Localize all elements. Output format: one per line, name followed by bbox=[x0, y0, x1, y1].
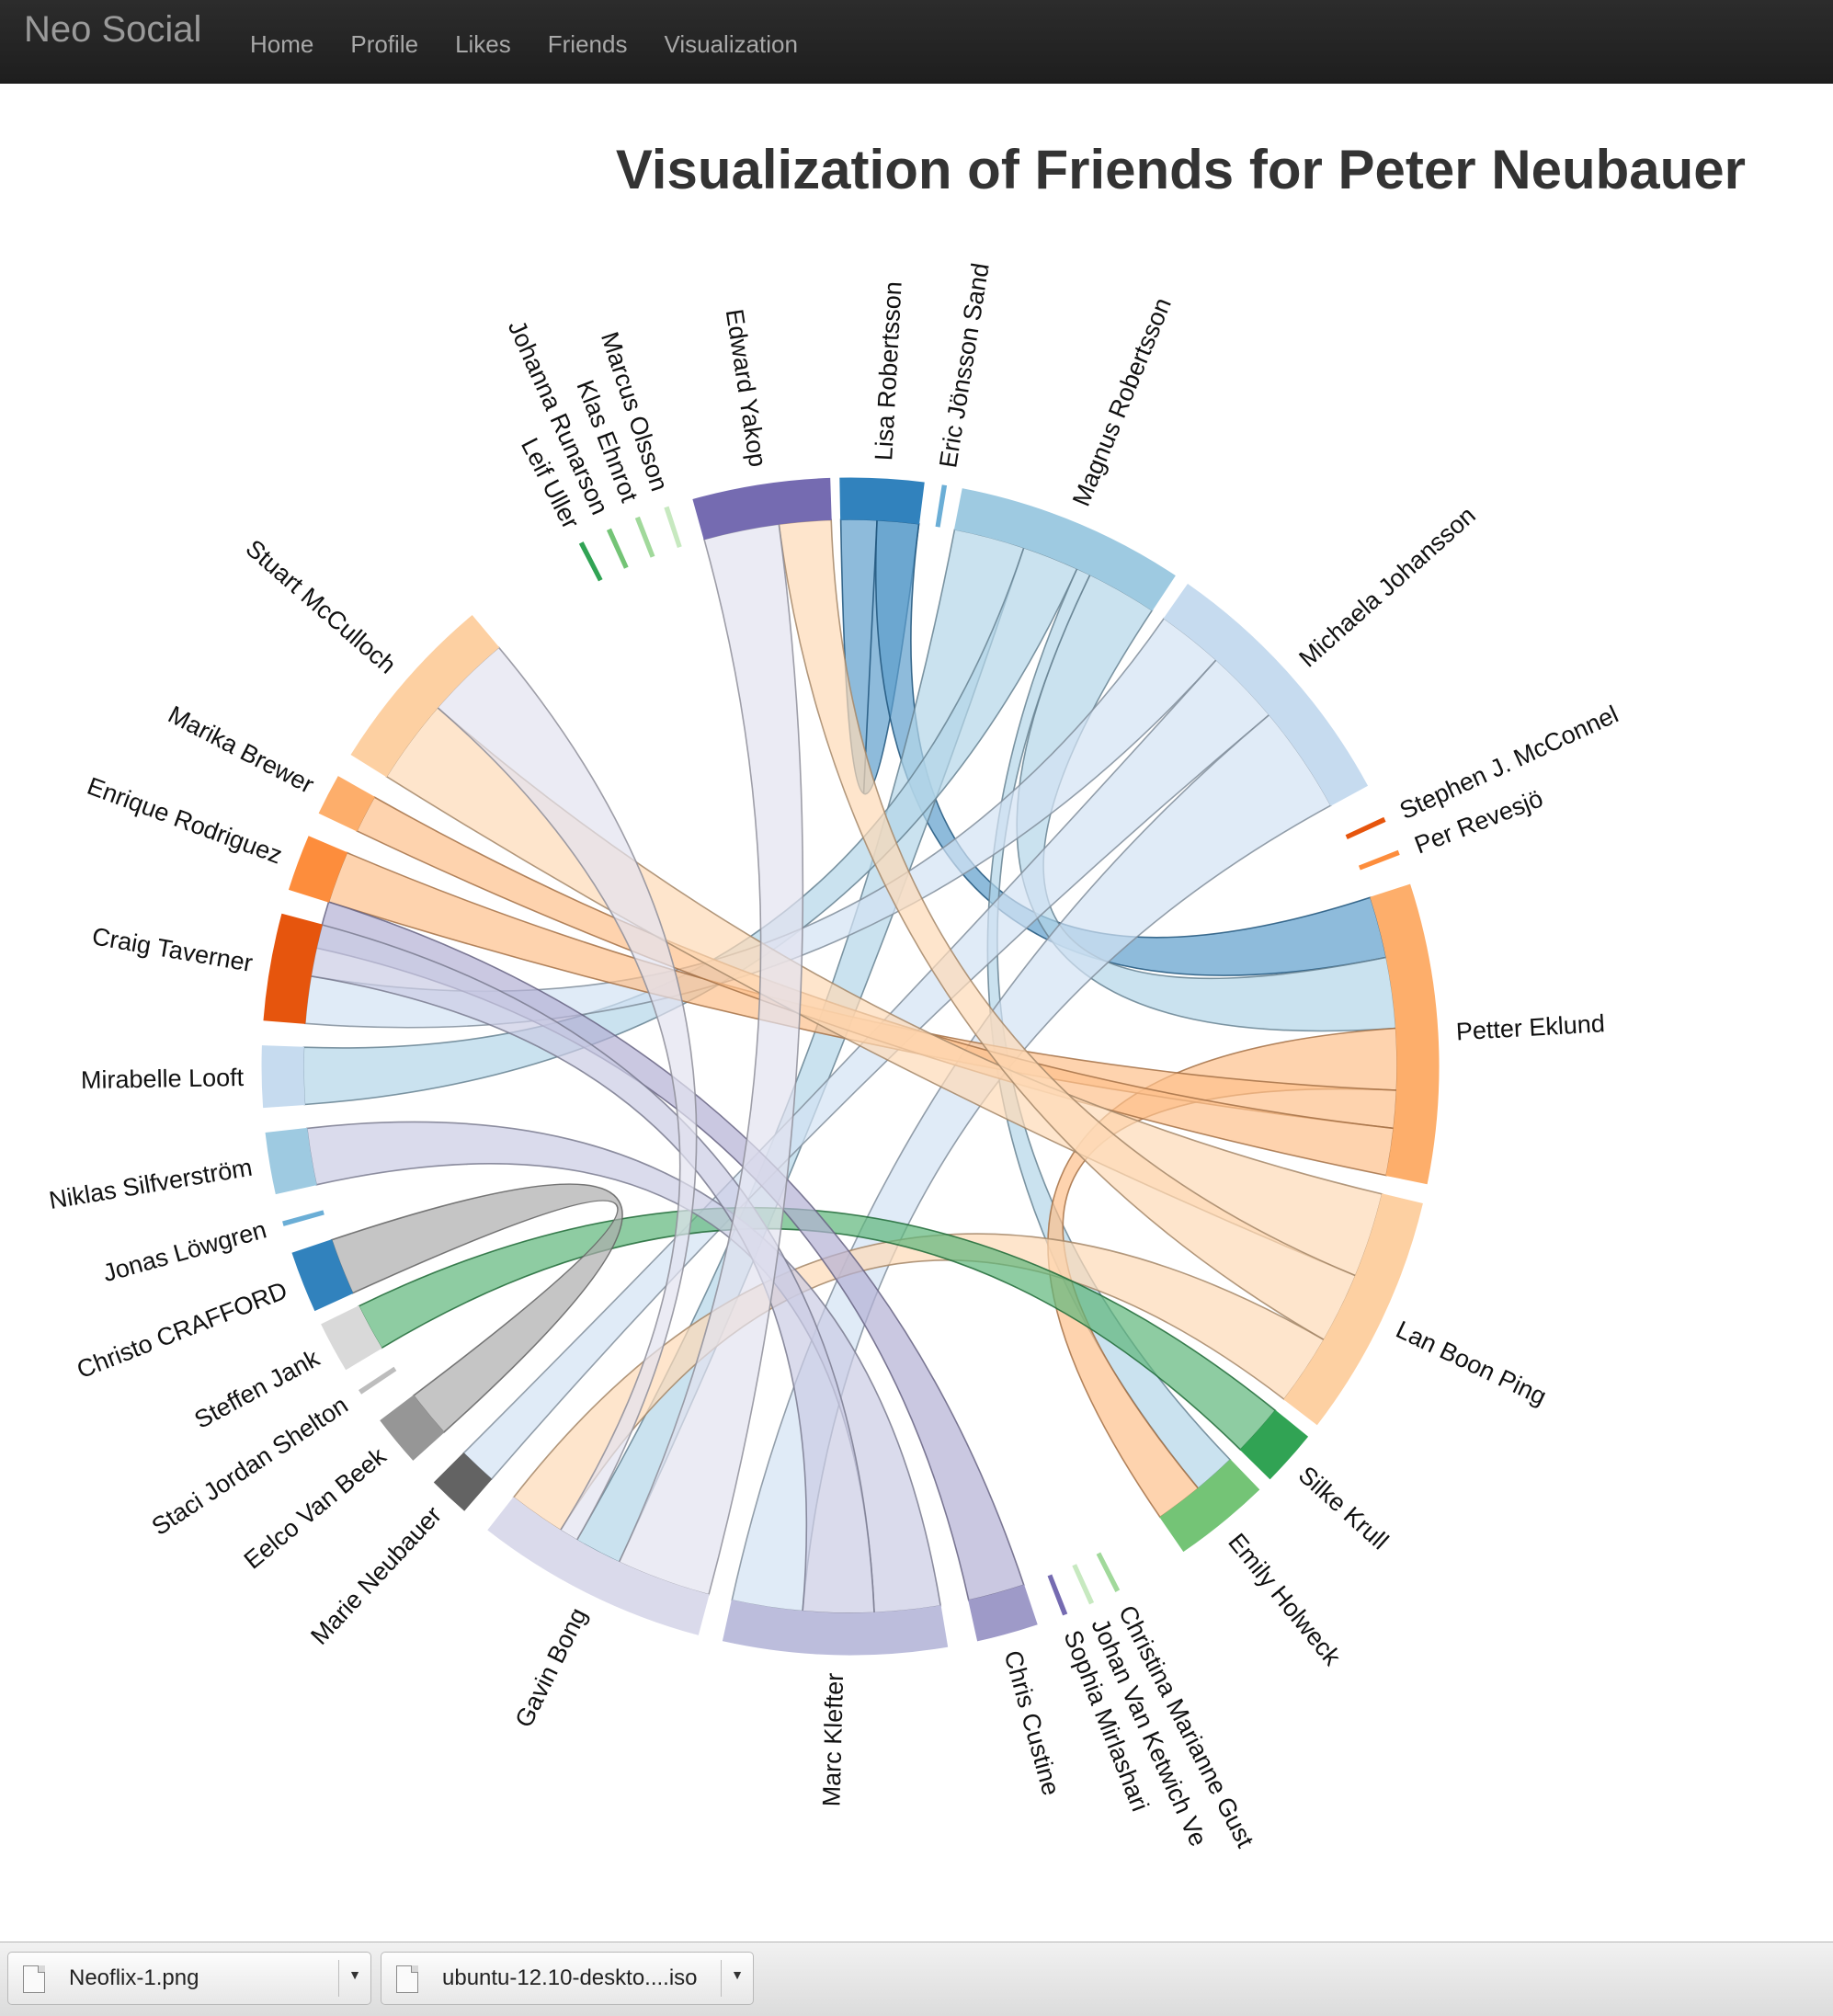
label-mirabelle-looft: Mirabelle Looft bbox=[81, 1064, 245, 1094]
arc-marika-brewer[interactable] bbox=[318, 776, 375, 832]
label-marie-neubauer: Marie Neubauer bbox=[305, 1501, 447, 1650]
label-petter-eklund: Petter Eklund bbox=[1455, 1009, 1606, 1045]
label-marika-brewer: Marika Brewer bbox=[164, 700, 318, 799]
top-navbar: Neo Social Home Profile Likes Friends Vi… bbox=[0, 0, 1833, 84]
label-michaela-johansson: Michaela Johansson bbox=[1293, 501, 1480, 672]
chord-ribbons bbox=[302, 518, 1398, 1614]
label-gavin-bong: Gavin Bong bbox=[510, 1603, 593, 1732]
arc-emily-holweck[interactable] bbox=[1159, 1459, 1260, 1553]
arc-enrique-rodriguez[interactable] bbox=[288, 836, 347, 903]
arc-marcus-olsson[interactable] bbox=[664, 506, 682, 549]
dropdown-arrow-icon[interactable]: ▼ bbox=[731, 1967, 744, 1982]
arc-johanna-runarson[interactable] bbox=[606, 528, 629, 569]
arc-edward-yakop[interactable] bbox=[692, 477, 832, 541]
label-niklas-silfverstrom: Niklas Silfverström bbox=[47, 1154, 254, 1214]
arc-leif-uller[interactable] bbox=[578, 541, 603, 582]
group-arcs bbox=[261, 477, 1440, 1656]
arc-sophia-mirlashari[interactable] bbox=[1047, 1574, 1068, 1616]
arc-chris-custine[interactable] bbox=[968, 1584, 1038, 1642]
label-silke-krull: Silke Krull bbox=[1293, 1461, 1394, 1555]
label-craig-taverner: Craig Taverner bbox=[90, 922, 255, 977]
nav-likes-link[interactable]: Likes bbox=[455, 29, 511, 58]
arc-christo-crafford[interactable] bbox=[291, 1239, 354, 1312]
disk-image-file-icon bbox=[396, 1965, 418, 1993]
arc-jonas-lowgren[interactable] bbox=[282, 1210, 324, 1226]
arc-marc-klefter[interactable] bbox=[722, 1600, 949, 1656]
nav-profile-link[interactable]: Profile bbox=[350, 29, 419, 58]
arc-staci-jordan-shelton[interactable] bbox=[359, 1366, 397, 1395]
arc-steffen-jank[interactable] bbox=[321, 1305, 382, 1371]
downloads-bar: Neoflix-1.png ▼ ubuntu-12.10-deskto....i… bbox=[0, 1942, 1833, 2016]
download-item[interactable]: ubuntu-12.10-deskto....iso ▼ bbox=[381, 1952, 754, 2005]
label-emily-holweck: Emily Holweck bbox=[1223, 1528, 1347, 1670]
download-filename: ubuntu-12.10-deskto....iso bbox=[442, 1965, 698, 1990]
arc-lan-boon-ping[interactable] bbox=[1283, 1193, 1423, 1426]
brand-logo[interactable]: Neo Social bbox=[24, 9, 202, 50]
label-chris-custine: Chris Custine bbox=[998, 1647, 1065, 1798]
arc-eric-jonsson-sand[interactable] bbox=[935, 484, 948, 528]
arc-craig-taverner[interactable] bbox=[263, 913, 323, 1024]
nav-visualization-link[interactable]: Visualization bbox=[664, 29, 798, 58]
arc-gavin-bong[interactable] bbox=[487, 1497, 710, 1635]
arc-johan-van-ketwich-ve[interactable] bbox=[1072, 1564, 1095, 1605]
dropdown-arrow-icon[interactable]: ▼ bbox=[348, 1967, 361, 1982]
arc-stephen-j-mcconnel[interactable] bbox=[1345, 816, 1386, 839]
arc-petter-eklund[interactable] bbox=[1370, 883, 1440, 1185]
arc-lisa-robertsson[interactable] bbox=[839, 477, 925, 525]
arc-michaela-johansson[interactable] bbox=[1163, 584, 1369, 806]
arc-christina-marianne-gust[interactable] bbox=[1096, 1552, 1121, 1592]
arc-eelco-van-beek[interactable] bbox=[380, 1395, 445, 1461]
arc-klas-ehnrot[interactable] bbox=[634, 516, 655, 558]
page-title: Visualization of Friends for Peter Neuba… bbox=[615, 139, 1746, 200]
label-magnus-robertsson: Magnus Robertsson bbox=[1067, 294, 1177, 510]
chord-michaela-johansson-marie-neubauer[interactable] bbox=[462, 658, 1270, 1481]
download-item[interactable]: Neoflix-1.png ▼ bbox=[7, 1952, 371, 2005]
label-jonas-lowgren: Jonas Löwgren bbox=[100, 1215, 269, 1287]
chord-gavin-bong-edward-yakop[interactable] bbox=[618, 523, 804, 1596]
label-lan-boon-ping: Lan Boon Ping bbox=[1392, 1316, 1551, 1410]
label-christo-crafford: Christo CRAFFORD bbox=[73, 1276, 290, 1384]
arc-marie-neubauer[interactable] bbox=[433, 1452, 493, 1511]
arc-silke-krull[interactable] bbox=[1239, 1409, 1309, 1480]
nav-menu: Home Profile Likes Friends Visualization bbox=[232, 0, 816, 83]
label-marc-klefter: Marc Klefter bbox=[817, 1672, 848, 1806]
arc-niklas-silfverstrom[interactable] bbox=[265, 1127, 317, 1195]
label-eric-jonsson-sand: Eric Jönsson Sand bbox=[934, 261, 995, 470]
arc-per-revesjo[interactable] bbox=[1358, 849, 1400, 871]
arc-stuart-mcculloch[interactable] bbox=[350, 614, 500, 778]
label-edward-yakop: Edward Yakop bbox=[721, 307, 772, 469]
download-filename: Neoflix-1.png bbox=[69, 1965, 199, 1990]
label-stuart-mcculloch: Stuart McCulloch bbox=[241, 534, 402, 679]
label-lisa-robertsson: Lisa Robertsson bbox=[870, 280, 907, 461]
friends-chord-diagram: Lisa Robertsson Eric Jönsson Sand Magnus R… bbox=[47, 261, 1622, 1852]
nav-friends-link[interactable]: Friends bbox=[547, 29, 628, 58]
arc-magnus-robertsson[interactable] bbox=[953, 488, 1176, 611]
nav-home-link[interactable]: Home bbox=[250, 29, 314, 58]
label-enrique-rodriguez: Enrique Rodriguez bbox=[84, 772, 286, 870]
divider bbox=[338, 1960, 339, 1997]
arc-mirabelle-looft[interactable] bbox=[261, 1045, 305, 1109]
divider bbox=[721, 1960, 722, 1997]
image-file-icon bbox=[23, 1965, 45, 1993]
